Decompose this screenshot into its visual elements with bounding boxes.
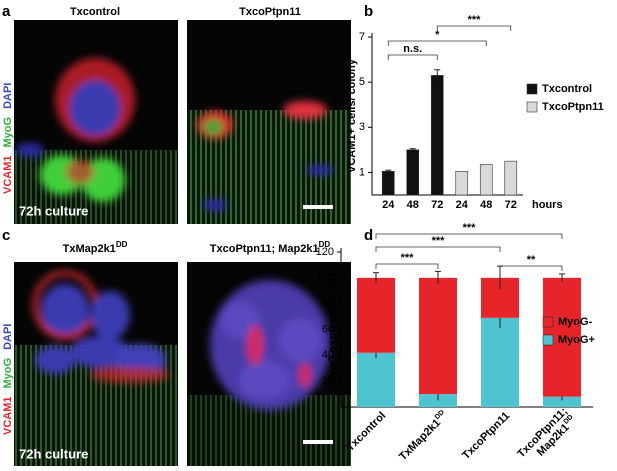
image-title: TxcoPtpn11; Map2k1DD [210, 240, 331, 255]
significance-bracket [387, 54, 438, 60]
image-title-part: TxcoPtpn11; Map2k1 [210, 243, 319, 255]
significance-label: ** [527, 254, 536, 266]
bar [504, 160, 518, 196]
significance-bracket [387, 40, 487, 46]
significance-bracket [375, 263, 439, 269]
x-tick-label: 72 [505, 199, 517, 211]
legend-swatch [526, 83, 538, 95]
stain-label: VCAM1 MyoG DAPI [2, 324, 14, 435]
y-tick-label: 20 [322, 375, 334, 387]
micrograph [187, 262, 351, 466]
bar-segment [481, 317, 519, 407]
bar-segment [419, 277, 457, 395]
bar [455, 171, 469, 196]
y-tick-label: 1 [359, 166, 365, 178]
stain-label-part: MyoG [2, 358, 14, 389]
significance-label: *** [468, 14, 482, 26]
significance-label: n.s. [403, 43, 422, 55]
significance-bracket [436, 25, 512, 31]
y-tick-label: 40 [322, 349, 334, 361]
legend-label: Txcontrol [542, 83, 592, 95]
image-title: TxMap2k1DD [63, 240, 128, 255]
stain-label-part: VCAM1 [2, 155, 14, 194]
significance-bracket [499, 265, 563, 271]
stain-label-part: MyoG [2, 117, 14, 148]
legend-swatch [526, 101, 538, 113]
significance-label: *** [463, 222, 477, 234]
x-tick-label: 48 [407, 199, 419, 211]
x-tick-label: 24 [382, 199, 395, 211]
bar-segment [419, 394, 457, 407]
y-tick-label: 7 [359, 31, 365, 43]
y-tick-label: 3 [359, 121, 365, 133]
panel-label: d [364, 227, 373, 244]
y-tick-label: 80 [322, 298, 334, 310]
x-tick-label: 48 [480, 199, 492, 211]
panel-label: b [364, 3, 373, 20]
legend-swatch [542, 334, 554, 346]
y-tick-label: 5 [359, 76, 365, 88]
stain-label-part: DAPI [2, 324, 14, 350]
image-title-sup: DD [116, 240, 128, 249]
y-axis-label: MyoG expression [%] [327, 273, 339, 385]
bar-segment [357, 277, 395, 353]
panel-label: c [2, 227, 10, 244]
bar [479, 164, 493, 196]
image-title: TxcoPtpn11 [239, 6, 301, 18]
legend-label: TxcoPtpn11 [542, 101, 604, 113]
bar [430, 75, 444, 196]
x-tick-label-sup: DD [434, 409, 446, 421]
y-tick-label: 60 [322, 323, 334, 335]
culture-label: 72h culture [19, 203, 88, 218]
x-tick-label: TxMap2k1DD [397, 409, 451, 463]
legend-label: MyoG+ [558, 334, 595, 346]
y-tick-label: 120 [316, 246, 334, 258]
y-tick-label: 100 [316, 272, 334, 284]
bar-segment [357, 352, 395, 407]
bar-segment [543, 396, 581, 407]
stain-label: VCAM1 MyoG DAPI [2, 83, 14, 194]
image-title: Txcontrol [70, 6, 120, 18]
x-tick-label-part: TxcoPtpn11 [460, 410, 512, 462]
significance-label: *** [401, 252, 415, 264]
significance-bracket [375, 233, 563, 239]
x-tick-label-part: TxMap2k1 [397, 417, 443, 463]
stain-label-part: VCAM1 [2, 396, 14, 435]
panel-label: a [2, 3, 11, 20]
x-tick-label: 72 [431, 199, 443, 211]
bar [406, 149, 420, 196]
legend-swatch [542, 316, 554, 328]
x-unit-label: hours [532, 199, 563, 211]
micrograph [187, 20, 351, 224]
stain-label-part: DAPI [2, 83, 14, 109]
bar [381, 171, 395, 196]
x-tick-label: TxcoPtpn11 [460, 410, 512, 462]
significance-label: *** [432, 235, 446, 247]
legend-label: MyoG- [558, 316, 593, 328]
culture-label: 72h culture [19, 446, 88, 461]
micrograph [14, 20, 178, 224]
image-title-part: Txcontrol [70, 6, 120, 18]
y-axis-label: VCAM1+ cells/ colony [346, 58, 358, 173]
significance-label: * [435, 29, 440, 41]
image-title-part: TxMap2k1 [63, 243, 116, 255]
x-tick-label: TxcoPtpn11;Map2k1DD [515, 405, 579, 469]
x-tick-label: 24 [456, 199, 469, 211]
significance-bracket [375, 246, 501, 252]
image-title-part: TxcoPtpn11 [239, 6, 301, 18]
image-title-sup: DD [319, 240, 331, 249]
micrograph [14, 262, 178, 466]
